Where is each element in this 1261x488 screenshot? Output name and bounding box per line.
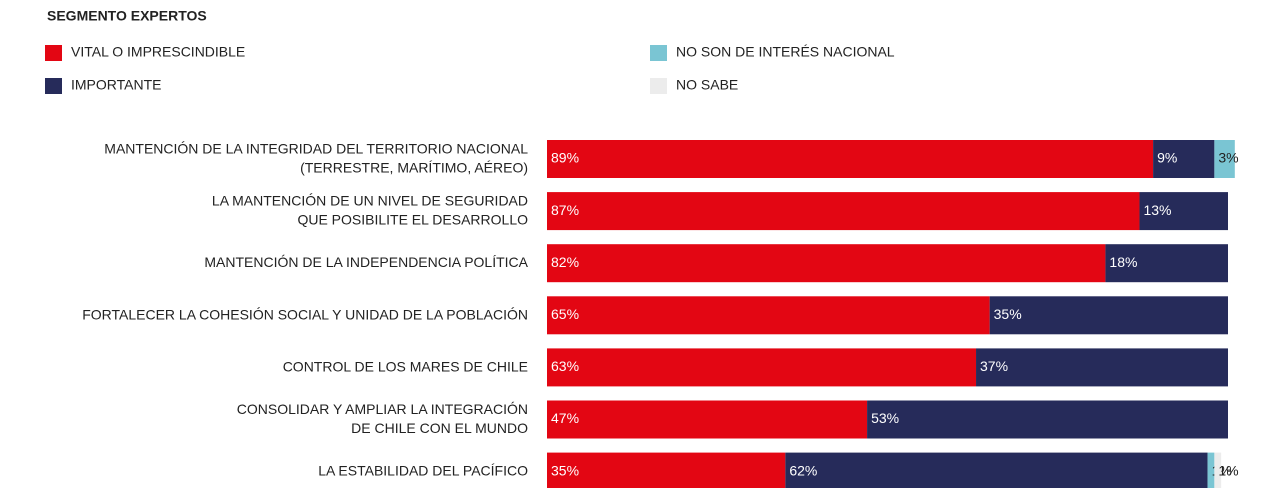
value-label: 37% (980, 358, 1008, 374)
value-label: 35% (551, 462, 579, 478)
value-label: 3% (1218, 150, 1238, 166)
bar-segment (547, 400, 868, 439)
bar-segment (547, 296, 990, 335)
value-label: 89% (551, 150, 579, 166)
category-label: FORTALECER LA COHESIÓN SOCIAL Y UNIDAD D… (82, 306, 528, 322)
bar-segment (1214, 140, 1235, 178)
bar-segment (547, 452, 786, 488)
bar-segment (547, 244, 1106, 283)
bar-segment (547, 192, 1140, 231)
category-label: MANTENCIÓN DE LA INTEGRIDAD DEL TERRITOR… (104, 140, 528, 175)
bar-segment (547, 348, 977, 387)
category-label: LA MANTENCIÓN DE UN NIVEL DE SEGURIDAD QU… (212, 192, 528, 227)
chart-title: SEGMENTO EXPERTOS (47, 8, 207, 24)
value-label: 47% (551, 410, 579, 426)
legend-label: IMPORTANTE (71, 77, 162, 93)
category-label: MANTENCIÓN DE LA INDEPENDENCIA POLÍTICA (204, 254, 528, 270)
category-label: LA ESTABILIDAD DEL PACÍFICO (318, 462, 528, 478)
category-label: CONTROL DE LOS MARES DE CHILE (283, 358, 528, 374)
legend-swatch (45, 45, 62, 61)
legend-label: VITAL O IMPRESCINDIBLE (71, 44, 245, 60)
legend-label: NO SABE (676, 77, 738, 93)
bar-segment (785, 452, 1208, 488)
bar-segment (1153, 140, 1215, 178)
value-label: 63% (551, 358, 579, 374)
bar-segment (547, 140, 1154, 178)
value-label: 82% (551, 254, 579, 270)
value-label: 35% (994, 306, 1022, 322)
value-label: 18% (1109, 254, 1137, 270)
legend-label: NO SON DE INTERÉS NACIONAL (676, 44, 895, 60)
value-label: 9% (1157, 150, 1177, 166)
legend-swatch (45, 78, 62, 94)
value-label: 62% (789, 462, 817, 478)
bar-segment (976, 348, 1228, 387)
value-label: 87% (551, 202, 579, 218)
bar-segment (1139, 192, 1228, 231)
bar-segment (1105, 244, 1228, 283)
category-label: CONSOLIDAR Y AMPLIAR LA INTEGRACIÓN DE CH… (237, 401, 528, 436)
legend-swatch (650, 45, 667, 61)
value-label: 53% (871, 410, 899, 426)
bar-segment (867, 400, 1228, 439)
value-label: 13% (1143, 202, 1171, 218)
bar-segment (989, 296, 1228, 335)
value-label: 65% (551, 306, 579, 322)
legend-swatch (650, 78, 667, 94)
bar-segment (1207, 452, 1215, 488)
bar-segment (1214, 452, 1222, 488)
value-label: 1% (1218, 462, 1238, 478)
